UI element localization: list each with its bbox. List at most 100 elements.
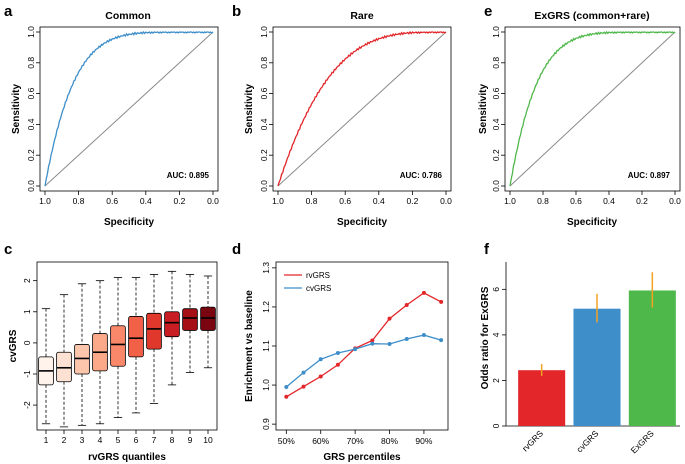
panel-a-diagonal: [44, 31, 214, 187]
panel-e-diagonal: [509, 31, 676, 187]
point-rvGRS: [370, 338, 375, 343]
panel-d-ytick-label: 1.3: [261, 262, 271, 274]
panel-c-xtick-label: 3: [80, 435, 85, 445]
panel-c-xtick-label: 6: [134, 435, 139, 445]
panel-b-title: Rare: [350, 10, 374, 22]
panel-c-ytick-label: 2: [22, 278, 32, 283]
panel-e-auc-label: AUC: 0.897: [628, 171, 671, 180]
box-quantile-2: [56, 294, 72, 428]
point-rvGRS: [421, 290, 426, 295]
point-cvGRS: [284, 385, 289, 390]
box-iqr: [164, 311, 180, 338]
panel-f-ytick-label: 6: [491, 287, 501, 292]
panel-c-xtick-label: 7: [152, 435, 157, 445]
box-quantile-1: [38, 308, 54, 425]
panel-c-ylabel: cvGRS: [8, 329, 19, 362]
panel-a-xtick-label: 0.0: [207, 196, 219, 206]
box-iqr: [146, 312, 162, 350]
panel-c-xtick-label: 8: [170, 435, 175, 445]
panel-e-letter: e: [484, 3, 492, 20]
panel-a-roc-common: a Common 1.0 0.8 0.6 0.4 0.2 0.0 0.0 0.2 0.4 0.6 0…: [4, 3, 219, 228]
point-cvGRS: [335, 351, 340, 356]
panel-e-title: ExGRS (common+rare): [534, 10, 649, 22]
point-rvGRS: [318, 374, 323, 379]
panel-d-frame: [275, 261, 449, 431]
panel-e-xtick-label: 0.0: [669, 196, 681, 206]
panel-f-letter: f: [484, 241, 490, 258]
panel-a-xtick-label: 0.8: [73, 196, 85, 206]
panel-b-ytick-label: 1.0: [259, 26, 269, 38]
panel-c-letter: c: [4, 241, 12, 258]
panel-c-ytick-label: 0: [22, 340, 32, 345]
panel-d-xtick-label: 50%: [278, 436, 295, 446]
panel-e-xtick-label: 0.8: [537, 196, 549, 206]
panel-c-ytick-label: 1: [22, 309, 32, 314]
panel-d-xtick-label: 60%: [312, 436, 329, 446]
panel-c-xlabel: rvGRS quantiles: [88, 452, 166, 463]
panel-d-xtick-label: 90%: [415, 436, 432, 446]
box-quantile-4: [92, 280, 108, 425]
panel-e-xtick-label: 1.0: [504, 196, 516, 206]
point-cvGRS: [421, 333, 426, 338]
panel-b-ylabel: Sensitivity: [244, 84, 255, 134]
panel-a-xtick-label: 0.6: [106, 196, 118, 206]
point-cvGRS: [301, 370, 306, 375]
box-quantile-3: [74, 283, 90, 426]
panel-f-odds-ratio: f 0 2 4 6 rvGRS cvGRS ExGRS Odds ratio for Ex…: [480, 241, 680, 455]
panel-c-boxplot: c -2 -1 0 1 2 1 2 3 4 5 6 7 8 9 10 rvGRS quantiles cvG…: [4, 241, 218, 463]
panel-c-ytick-label: -1: [22, 370, 32, 378]
panel-e-ytick-label: 0.0: [491, 180, 501, 192]
point-rvGRS: [335, 362, 340, 367]
panel-e-xtick-label: 0.4: [603, 196, 615, 206]
panel-a-xlabel: Specificity: [104, 217, 154, 228]
panel-e-ylabel: Sensitivity: [478, 84, 489, 134]
panel-a-ytick-label: 0.2: [26, 149, 36, 161]
box-iqr: [110, 325, 126, 367]
panel-d-ylabel: Enrichment vs baseline: [244, 290, 255, 402]
panel-b-frame: [272, 26, 452, 192]
panel-e-frame: [504, 26, 681, 192]
panel-f-xtick-label: cvGRS: [574, 428, 600, 454]
panel-b-ytick-label: 0.8: [259, 57, 269, 69]
panel-a-ytick-label: 0.0: [26, 180, 36, 192]
panel-d-letter: d: [232, 241, 241, 258]
panel-a-letter: a: [4, 3, 13, 20]
panel-c-ytick-label: -2: [22, 401, 32, 409]
panel-a-frame: [39, 26, 219, 192]
panel-f-ytick-label: 4: [491, 332, 501, 337]
panel-d-ytick-label: 1.1: [261, 340, 271, 352]
legend-label-cvGRS: cvGRS: [306, 284, 331, 293]
point-rvGRS: [387, 316, 392, 321]
panel-d-xlabel: GRS percentiles: [323, 452, 401, 463]
panel-a-title: Common: [105, 10, 151, 22]
box-quantile-8: [164, 270, 180, 386]
panel-a-ytick-label: 1.0: [26, 26, 36, 38]
panel-b-xtick-label: 0.6: [339, 196, 351, 206]
box-iqr: [182, 308, 198, 331]
panel-f-xtick-label: ExGRS: [629, 428, 656, 455]
panel-c-xtick-label: 10: [203, 435, 213, 445]
panel-b-xtick-label: 0.8: [306, 196, 318, 206]
panel-d-xtick-label: 70%: [347, 436, 364, 446]
panel-f-ytick-label: 2: [491, 378, 501, 383]
panel-e-xtick-label: 0.6: [570, 196, 582, 206]
panel-b-xtick-label: 1.0: [272, 196, 284, 206]
panel-b-roc-rare: b Rare 1.0 0.8 0.6 0.4 0.2 0.0 0.0 0.2 0.4 0.6 0.8…: [232, 3, 452, 228]
panel-e-xtick-label: 0.2: [636, 196, 648, 206]
panel-b-ytick-label: 0.0: [259, 180, 269, 192]
panel-b-ytick-label: 0.6: [259, 87, 269, 99]
box-quantile-10: [200, 275, 216, 369]
panel-e-roc-curve: [509, 30, 676, 187]
panel-c-xtick-label: 2: [62, 435, 67, 445]
point-rvGRS: [284, 394, 289, 399]
panel-f-xtick-label: rvGRS: [520, 428, 545, 453]
panel-c-frame: [36, 261, 218, 431]
point-cvGRS: [318, 357, 323, 362]
panel-d-ytick-label: 1.0: [261, 379, 271, 391]
box-quantile-7: [146, 274, 162, 404]
panel-a-ytick-label: 0.4: [26, 118, 36, 130]
panel-c-xtick-label: 9: [188, 435, 193, 445]
point-rvGRS: [301, 384, 306, 389]
point-cvGRS: [387, 342, 392, 347]
panel-d-ytick-label: 1.2: [261, 301, 271, 313]
